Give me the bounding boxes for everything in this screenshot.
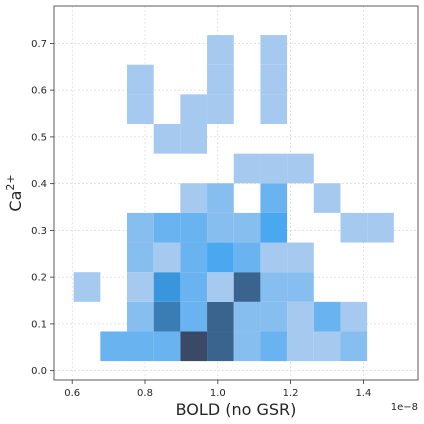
heatmap-cell — [127, 272, 154, 302]
heatmap-cell — [260, 35, 288, 65]
heatmap-cell — [180, 123, 208, 154]
y-axis-ticks: 0.0 0.1 0.2 0.3 0.4 0.5 0.6 0.7 — [31, 39, 54, 377]
heatmap-cell — [207, 64, 234, 95]
heatmap-cell — [313, 301, 341, 332]
heatmap-cell — [260, 212, 288, 243]
heatmap-cell — [233, 331, 261, 362]
heatmap-cell — [207, 242, 234, 273]
y-tick-label: 0.1 — [31, 319, 47, 330]
y-tick-label: 0.5 — [31, 132, 47, 143]
heatmap-cell — [287, 242, 314, 273]
heatmap-cell — [127, 212, 154, 243]
heatmap-cell — [153, 212, 181, 243]
heatmap-cell — [233, 242, 261, 273]
heatmap-cell — [287, 301, 314, 332]
heatmap-cell — [180, 94, 208, 124]
heatmap-cell — [313, 183, 341, 213]
heatmap-cell — [340, 331, 368, 362]
plot-frame — [53, 5, 419, 381]
y-axis-label-superscript: 2+ — [4, 174, 17, 190]
heatmap-cell — [340, 301, 368, 332]
heatmap-cell — [207, 212, 234, 243]
heatmap-cell — [180, 212, 208, 243]
heatmap-cell — [153, 331, 181, 362]
heatmap-cell — [153, 123, 181, 154]
y-axis-label: Ca2+ — [4, 174, 25, 211]
x-axis-offset-label: 1e−8 — [391, 402, 418, 413]
heatmap-cell — [180, 242, 208, 273]
heatmap-cell — [260, 242, 288, 273]
heatmap-cell — [233, 212, 261, 243]
heatmap-cell — [207, 301, 234, 332]
heatmap-cell — [287, 153, 314, 184]
heatmap-cell — [207, 94, 234, 124]
heatmap-cell — [207, 183, 234, 213]
heatmap-cells — [73, 35, 394, 362]
heatmap-cell — [260, 272, 288, 302]
y-tick-label: 0.4 — [31, 179, 47, 190]
heatmap-cell — [260, 183, 288, 213]
x-tick-label: 1.2 — [283, 388, 299, 399]
heatmap-cell — [180, 331, 208, 362]
heatmap-cell — [313, 331, 341, 362]
x-tick-label: 0.8 — [137, 388, 153, 399]
heatmap-cell — [207, 331, 234, 362]
heatmap-cell — [207, 272, 234, 302]
heatmap-cell — [127, 331, 154, 362]
heatmap-cell — [127, 242, 154, 273]
y-tick-label: 0.2 — [31, 273, 47, 284]
heatmap-cell — [153, 242, 181, 273]
heatmap-cell — [233, 301, 261, 332]
y-tick-label: 0.7 — [31, 39, 47, 50]
heatmap-cell — [207, 35, 234, 65]
heatmap-cell — [233, 153, 261, 184]
x-tick-label: 1.0 — [210, 388, 226, 399]
heatmap-cell — [180, 183, 208, 213]
heatmap-cell — [260, 64, 288, 95]
heatmap-cell — [260, 301, 288, 332]
heatmap-cell — [153, 272, 181, 302]
y-tick-label: 0.0 — [31, 366, 47, 377]
y-axis-label-base: Ca — [6, 191, 25, 212]
heatmap-cell — [260, 94, 288, 124]
heatmap-cell — [260, 331, 288, 362]
heatmap-cell — [287, 272, 314, 302]
heatmap-cell — [127, 64, 154, 95]
heatmap-cell — [127, 94, 154, 124]
y-tick-label: 0.3 — [31, 226, 47, 237]
x-axis-label: BOLD (no GSR) — [176, 400, 297, 419]
heatmap-cell — [260, 153, 288, 184]
heatmap-cell — [73, 272, 101, 302]
heatmap-cell — [233, 272, 261, 302]
y-tick-label: 0.6 — [31, 86, 47, 97]
heatmap-cell — [100, 331, 128, 362]
heatmap-cell — [153, 301, 181, 332]
heatmap-cell — [127, 301, 154, 332]
heatmap-cell — [180, 272, 208, 302]
heatmap-cell — [340, 212, 368, 243]
x-axis-ticks: 0.6 0.8 1.0 1.2 1.4 — [64, 380, 371, 399]
x-tick-label: 0.6 — [64, 388, 80, 399]
x-tick-label: 1.4 — [355, 388, 371, 399]
heatmap-cell — [287, 331, 314, 362]
heatmap-cell — [180, 301, 208, 332]
heatmap-cell — [367, 212, 394, 243]
